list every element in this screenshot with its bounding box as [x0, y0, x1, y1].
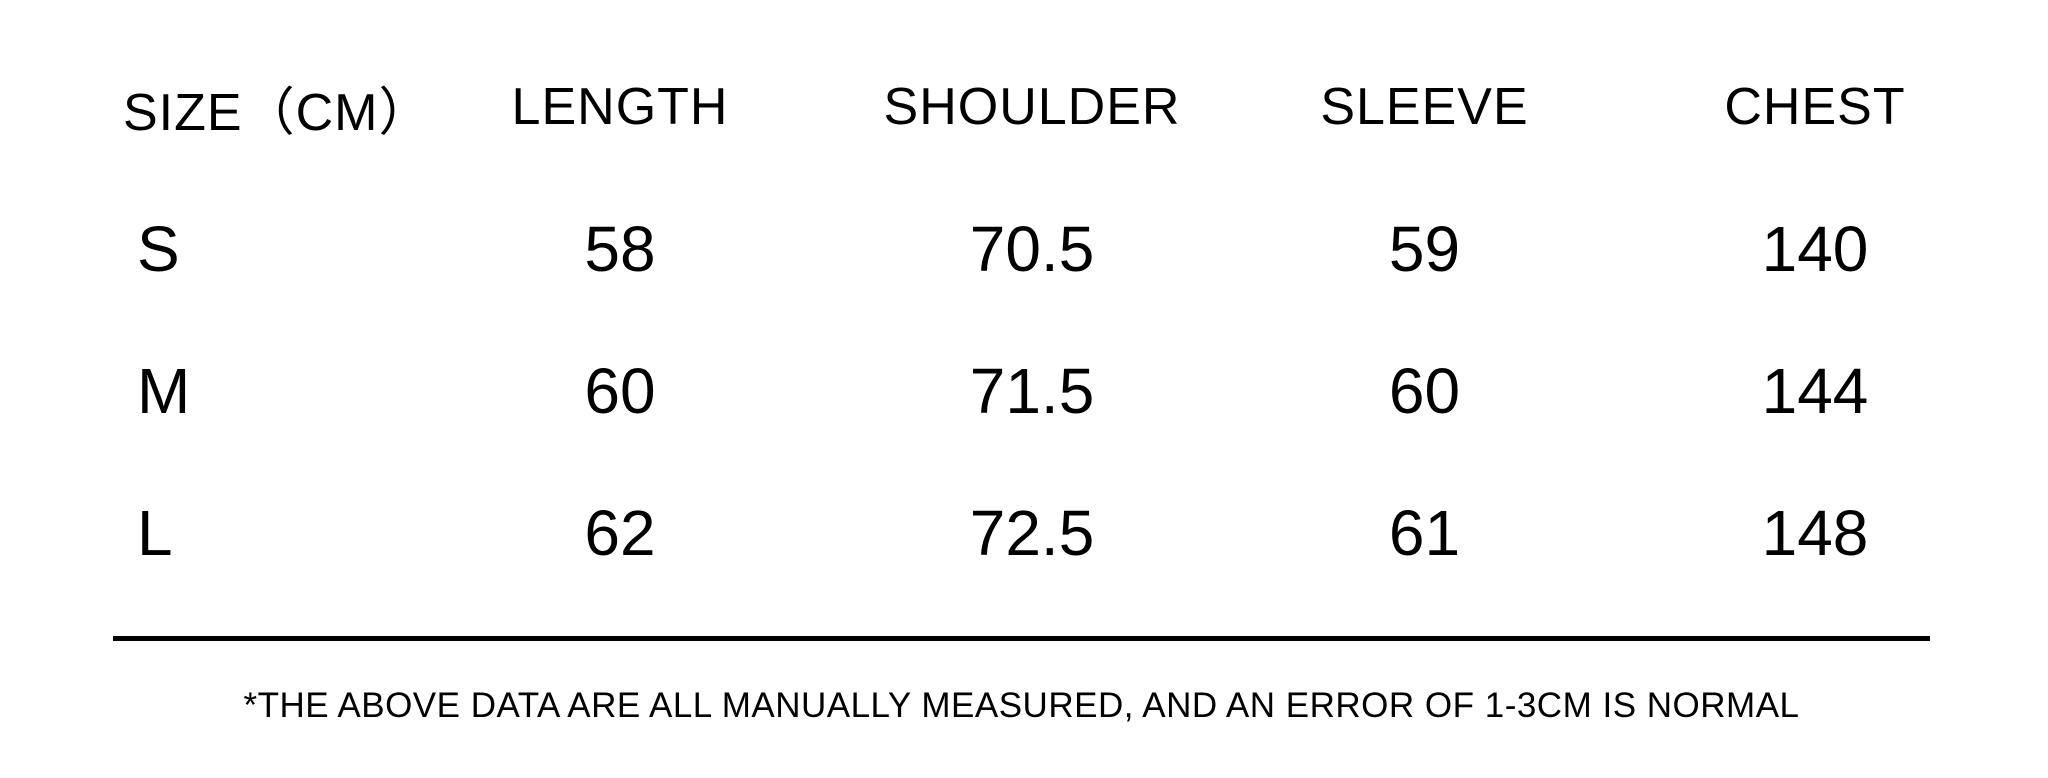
horizontal-divider-line: [113, 636, 1930, 641]
row-l-shoulder-value: 72.5: [969, 497, 1095, 569]
row-s-length-value: 58: [584, 213, 656, 285]
row-s-size-label: S: [137, 213, 180, 285]
measurement-disclaimer-note: *THE ABOVE DATA ARE ALL MANUALLY MEASURE…: [243, 686, 1800, 725]
row-s-sleeve-value: 59: [1388, 213, 1461, 285]
row-s-shoulder-value: 70.5: [969, 213, 1095, 285]
column-header-chest: CHEST: [1724, 78, 1906, 136]
column-header-size: SIZE（CM）: [123, 83, 432, 142]
column-header-length: LENGTH: [511, 78, 729, 136]
column-header-shoulder: SHOULDER: [883, 78, 1181, 136]
row-l-size-label: L: [137, 497, 173, 569]
column-header-sleeve: SLEEVE: [1320, 78, 1529, 136]
row-s-chest-value: 140: [1761, 213, 1869, 285]
row-l-length-value: 62: [584, 497, 656, 569]
row-l-chest-value: 148: [1761, 497, 1869, 569]
row-m-size-label: M: [137, 355, 191, 427]
row-m-chest-value: 144: [1761, 355, 1869, 427]
row-m-shoulder-value: 71.5: [969, 355, 1095, 427]
row-l-sleeve-value: 61: [1388, 497, 1461, 569]
size-chart-table: SIZE（CM） LENGTH SHOULDER SLEEVE CHEST S …: [115, 36, 2013, 604]
row-m-length-value: 60: [584, 355, 656, 427]
row-m-sleeve-value: 60: [1388, 355, 1461, 427]
